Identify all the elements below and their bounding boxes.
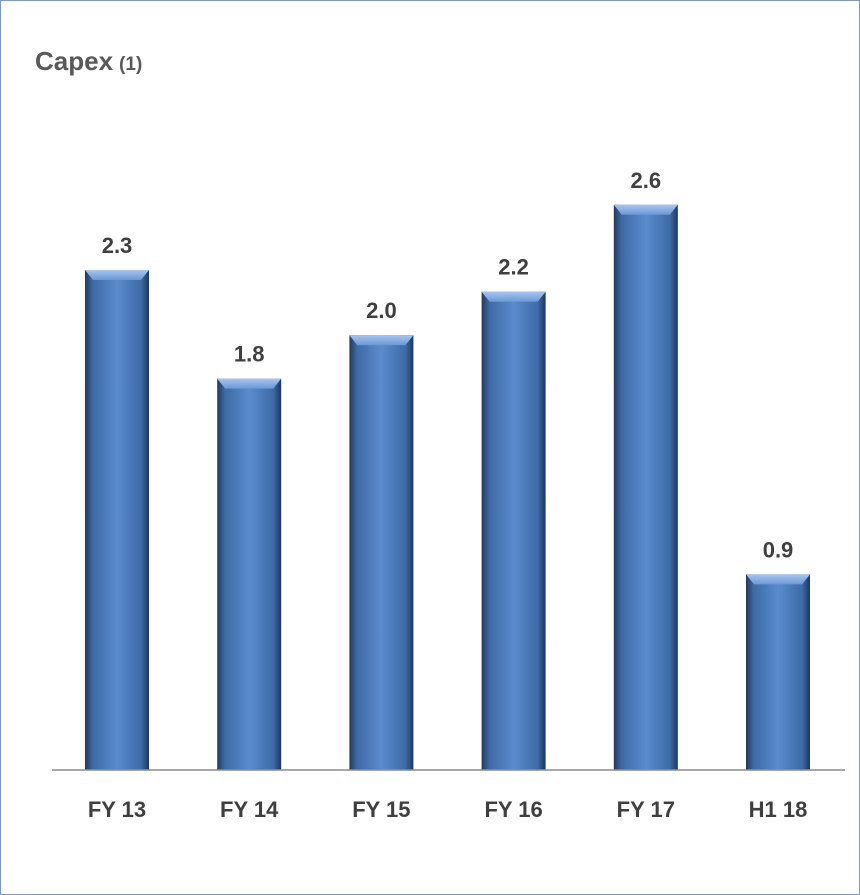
bar-top-bevel xyxy=(217,378,282,389)
bar-top-bevel xyxy=(349,335,414,346)
data-label: 2.2 xyxy=(498,255,529,280)
x-tick-label: FY 13 xyxy=(88,797,146,822)
bar-top-bevel xyxy=(613,204,678,215)
bar-top-bevel xyxy=(85,269,149,280)
bar-fy-17 xyxy=(613,204,678,770)
x-tick-labels: FY 13 FY 14 FY 15 FY 16 FY 17 H1 18 xyxy=(88,797,808,822)
bar-body xyxy=(613,204,678,770)
data-label: 2.6 xyxy=(631,168,662,193)
data-label: 2.3 xyxy=(102,233,133,258)
data-label: 1.8 xyxy=(234,342,265,367)
chart-title-note: (1) xyxy=(119,54,143,75)
bar-fy-13 xyxy=(85,269,149,770)
x-tick-label: H1 18 xyxy=(749,797,808,822)
chart-title: Capex (1) xyxy=(35,45,142,81)
x-tick-label: FY 15 xyxy=(352,797,410,822)
data-labels: 2.3 1.8 2.0 2.2 2.6 0.9 xyxy=(102,168,794,563)
bars-group xyxy=(85,204,810,770)
x-tick-label: FY 14 xyxy=(220,797,279,822)
bar-body xyxy=(349,335,414,770)
x-tick-label: FY 17 xyxy=(617,797,675,822)
x-tick-label: FY 16 xyxy=(484,797,542,822)
data-label: 0.9 xyxy=(763,537,794,562)
bar-h1-18 xyxy=(746,574,810,770)
bar-body xyxy=(85,269,149,770)
bar-body xyxy=(481,291,546,770)
bar-body xyxy=(746,574,810,770)
bar-top-bevel xyxy=(746,574,810,585)
chart-title-text: Capex xyxy=(35,46,114,76)
bar-body xyxy=(217,378,282,770)
bar-fy-14 xyxy=(217,378,282,770)
bar-top-bevel xyxy=(481,291,546,302)
bar-fy-16 xyxy=(481,291,546,770)
bar-fy-15 xyxy=(349,335,414,770)
data-label: 2.0 xyxy=(366,298,397,323)
